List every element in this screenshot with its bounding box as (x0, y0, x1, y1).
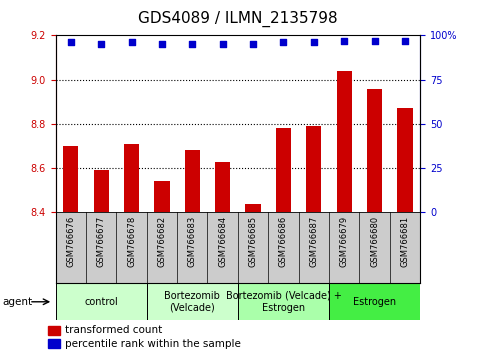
Bar (56, 283, 147, 320)
Bar (329, 283, 420, 320)
Text: percentile rank within the sample: percentile rank within the sample (65, 339, 241, 349)
Bar (398, 108, 412, 212)
Text: GSM766681: GSM766681 (400, 216, 410, 267)
Bar (367, 88, 382, 212)
Bar (63, 146, 78, 212)
Text: Bortezomib (Velcade) +
Estrogen: Bortezomib (Velcade) + Estrogen (226, 291, 341, 313)
Text: control: control (84, 297, 118, 307)
Bar (238, 283, 329, 320)
Text: transformed count: transformed count (65, 325, 162, 335)
Point (280, 40, 287, 45)
Point (67, 40, 74, 45)
Text: GSM766679: GSM766679 (340, 216, 349, 267)
Bar (147, 283, 238, 320)
Text: GSM766685: GSM766685 (249, 216, 257, 267)
Text: GSM766677: GSM766677 (97, 216, 106, 267)
Bar (245, 204, 261, 212)
Bar (94, 170, 109, 212)
Text: GSM766683: GSM766683 (188, 216, 197, 267)
Bar (337, 71, 352, 212)
Bar (154, 182, 170, 212)
Bar (185, 150, 200, 212)
Point (188, 41, 196, 47)
Text: GSM766682: GSM766682 (157, 216, 167, 267)
Point (158, 41, 166, 47)
Text: Bortezomib
(Velcade): Bortezomib (Velcade) (164, 291, 220, 313)
Point (97, 41, 105, 47)
Point (310, 40, 318, 45)
Text: GSM766680: GSM766680 (370, 216, 379, 267)
Bar (276, 129, 291, 212)
Text: GDS4089 / ILMN_2135798: GDS4089 / ILMN_2135798 (138, 11, 338, 27)
Text: GSM766678: GSM766678 (127, 216, 136, 267)
Text: GSM766687: GSM766687 (309, 216, 318, 267)
Text: Estrogen: Estrogen (353, 297, 396, 307)
Bar (306, 126, 322, 212)
Text: agent: agent (2, 297, 32, 307)
Point (219, 41, 227, 47)
Bar (48, 339, 60, 348)
Point (341, 38, 348, 44)
Bar (215, 161, 230, 212)
Bar (48, 326, 60, 335)
Point (128, 40, 135, 45)
Text: GSM766676: GSM766676 (66, 216, 75, 267)
Text: GSM766686: GSM766686 (279, 216, 288, 267)
Point (249, 41, 257, 47)
Bar (124, 144, 139, 212)
Text: GSM766684: GSM766684 (218, 216, 227, 267)
Point (401, 38, 409, 44)
Point (371, 38, 379, 44)
